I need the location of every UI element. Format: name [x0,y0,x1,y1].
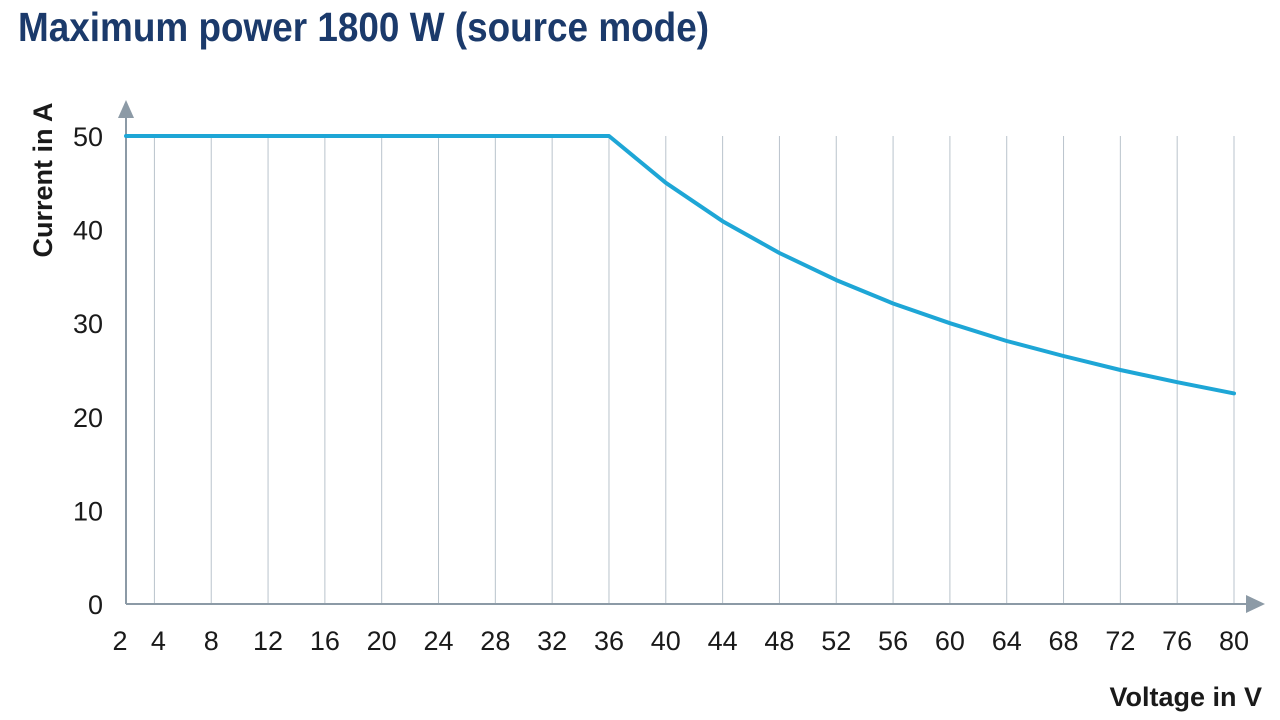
x-tick-label-76: 76 [1162,626,1192,656]
x-tick-label-16: 16 [310,626,340,656]
x-tick-label-80: 80 [1219,626,1249,656]
x-tick-label-40: 40 [651,626,681,656]
series-line-0 [124,134,1236,396]
y-tick-label-40: 40 [73,216,103,246]
x-tick-label-20: 20 [367,626,397,656]
x-tick-label-72: 72 [1105,626,1135,656]
x-tick-label-44: 44 [708,626,738,656]
y-tick-label-50: 50 [73,122,103,152]
x-tick-label-4: 4 [151,626,166,656]
x-tick-label-24: 24 [423,626,453,656]
x-tick-label-2: 2 [112,626,127,656]
x-tick-label-36: 36 [594,626,624,656]
x-tick-label-60: 60 [935,626,965,656]
y-tick-label-20: 20 [73,403,103,433]
y-axis-title: Current in A [28,103,58,258]
x-tick-label-56: 56 [878,626,908,656]
y-tick-label-10: 10 [73,496,103,526]
x-tick-label-32: 32 [537,626,567,656]
x-tick-label-52: 52 [821,626,851,656]
chart-title: Maximum power 1800 W (source mode) [18,4,710,50]
x-tick-label-48: 48 [764,626,794,656]
x-tick-label-68: 68 [1049,626,1079,656]
x-tick-label-64: 64 [992,626,1022,656]
y-tick-label-0: 0 [88,590,103,620]
x-tick-label-28: 28 [480,626,510,656]
x-tick-label-12: 12 [253,626,283,656]
x-axis-title: Voltage in V [1109,682,1262,712]
x-axis-arrow-icon [1246,595,1265,613]
x-tick-label-8: 8 [204,626,219,656]
y-tick-label-30: 30 [73,309,103,339]
y-axis-arrow-icon [118,100,134,118]
